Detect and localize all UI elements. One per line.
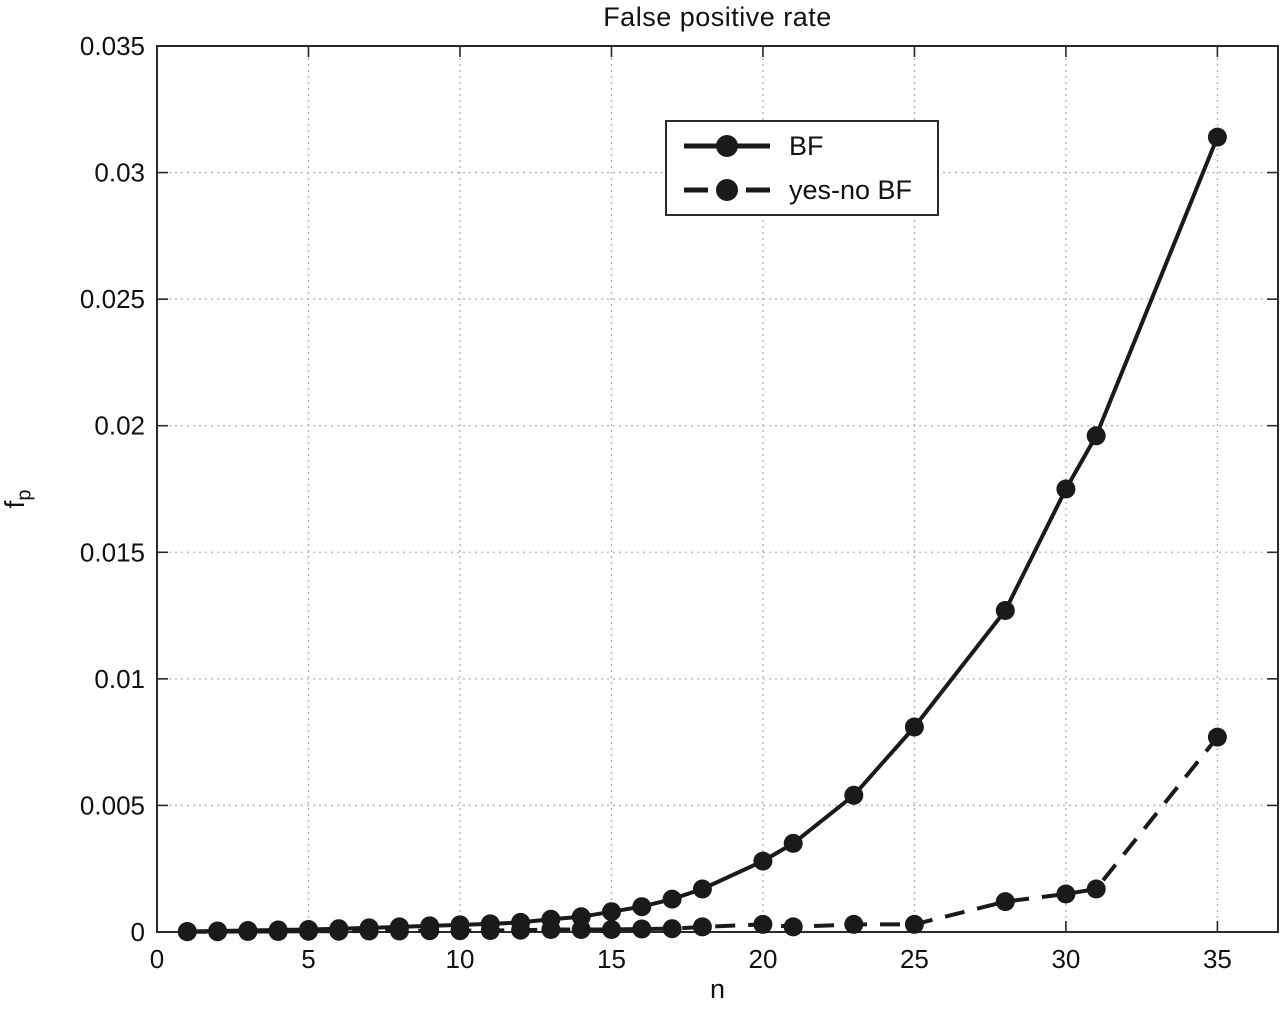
x-tick-label: 5 (301, 944, 315, 974)
data-point-bf (783, 833, 803, 853)
data-point-bf (844, 785, 864, 805)
y-tick-label: 0.02 (94, 411, 145, 441)
data-point-bf (904, 717, 924, 737)
y-tick-label: 0 (131, 917, 145, 947)
data-point-yes-no-bf (1056, 884, 1076, 904)
data-point-yes-no-bf (329, 921, 349, 941)
y-tick-label: 0.035 (80, 31, 145, 61)
data-point-yes-no-bf (359, 921, 379, 941)
x-tick-label: 20 (748, 944, 777, 974)
data-point-yes-no-bf (662, 919, 682, 939)
legend-label-yes-no-bf: yes-no BF (789, 174, 913, 205)
x-tick-label: 30 (1051, 944, 1080, 974)
solid-line-sample-icon (684, 135, 770, 157)
y-tick-label: 0.01 (94, 664, 145, 694)
data-point-bf (753, 851, 773, 871)
y-tick-label: 0.03 (94, 158, 145, 188)
data-point-yes-no-bf (389, 921, 409, 941)
data-point-yes-no-bf (450, 921, 470, 941)
data-point-yes-no-bf (268, 922, 288, 941)
data-point-bf (602, 902, 621, 922)
legend-item-bf: BF (681, 126, 937, 166)
data-point-yes-no-bf (208, 922, 228, 942)
data-point-yes-no-bf (177, 922, 197, 942)
data-point-yes-no-bf (238, 922, 258, 941)
data-point-yes-no-bf (420, 921, 440, 941)
data-point-yes-no-bf (632, 919, 652, 939)
x-tick-label: 15 (597, 944, 626, 974)
data-point-bf (1056, 479, 1076, 499)
dashed-line-sample-icon (684, 179, 770, 201)
series-line-bf (187, 136, 1220, 934)
data-point-yes-no-bf (571, 920, 591, 939)
legend-item-yes-no-bf: yes-no BF (681, 170, 937, 210)
x-tick-label: 35 (1203, 944, 1232, 974)
data-point-yes-no-bf (995, 892, 1015, 912)
x-tick-label: 10 (446, 944, 475, 974)
axis-box (156, 45, 1279, 933)
data-point-yes-no-bf (299, 921, 318, 941)
legend-label-bf: BF (789, 130, 824, 161)
x-tick-label: 25 (900, 944, 929, 974)
legend: BF yes-no BF (665, 120, 939, 216)
data-point-bf (662, 889, 682, 909)
data-point-yes-no-bf (511, 920, 531, 940)
data-point-yes-no-bf (1086, 879, 1106, 899)
data-point-yes-no-bf (844, 914, 864, 934)
data-point-yes-no-bf (783, 917, 803, 937)
y-tick-label: 0.015 (80, 537, 145, 567)
data-point-bf (1086, 426, 1106, 446)
y-tick-label: 0.005 (80, 790, 145, 820)
data-point-bf (692, 879, 712, 899)
data-point-yes-no-bf (1207, 727, 1227, 747)
chart-title: False positive rate (603, 2, 832, 32)
data-point-bf (995, 601, 1015, 620)
data-point-bf (1207, 127, 1227, 147)
data-point-bf (632, 897, 652, 917)
data-point-yes-no-bf (541, 920, 561, 939)
data-point-yes-no-bf (480, 921, 500, 940)
data-point-yes-no-bf (692, 917, 712, 937)
data-point-yes-no-bf (602, 920, 621, 939)
x-tick-label: 0 (150, 944, 164, 974)
data-point-yes-no-bf (753, 914, 773, 934)
data-point-yes-no-bf (904, 914, 924, 934)
y-tick-label: 0.025 (80, 284, 145, 314)
series-line-yes-no-bf (187, 735, 1219, 934)
x-axis-label: n (709, 974, 726, 1004)
